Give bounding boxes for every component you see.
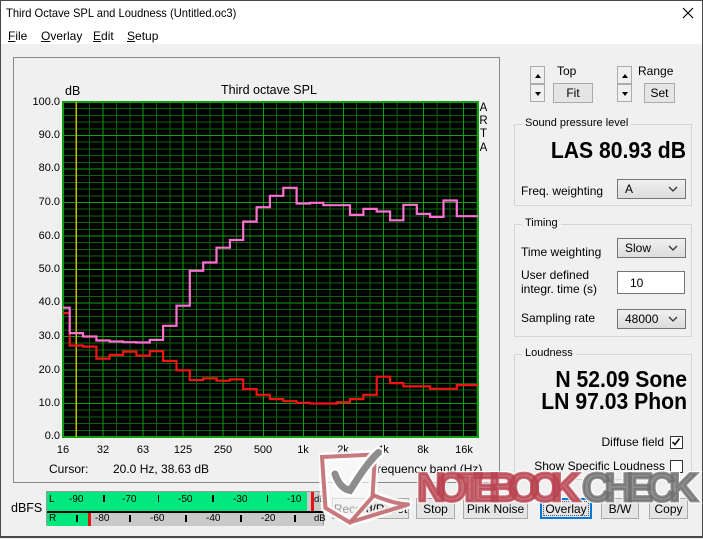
svg-text:CHECK: CHECK (582, 466, 698, 510)
svg-text:NOTEBOOK: NOTEBOOK (417, 466, 580, 510)
svg-text:CHECK: CHECK (582, 466, 698, 510)
svg-text:NOTEBOOK: NOTEBOOK (417, 466, 580, 510)
